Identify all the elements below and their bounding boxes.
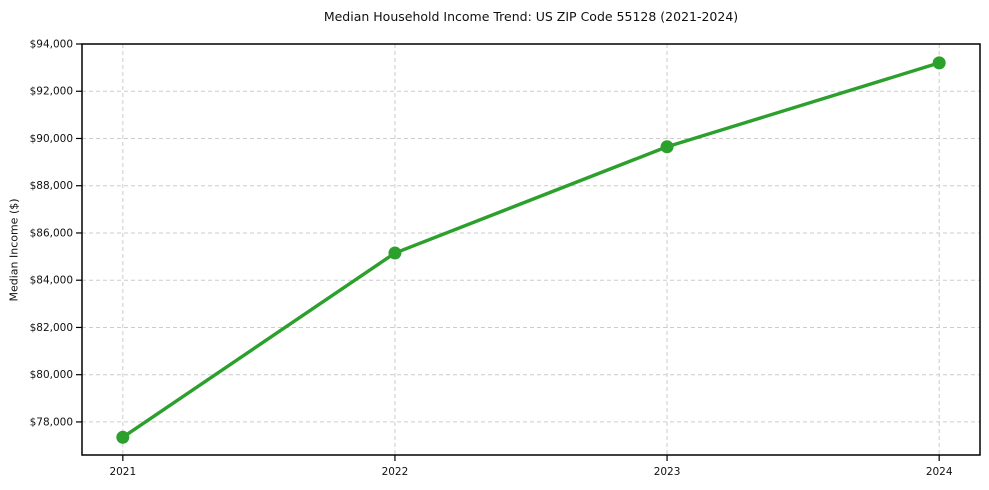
chart-title: Median Household Income Trend: US ZIP Co… (323, 9, 739, 24)
y-tick-label: $92,000 (30, 86, 73, 98)
x-tick-label: 2022 (382, 466, 409, 478)
data-point-2022 (388, 246, 402, 260)
x-tick-label: 2021 (109, 466, 136, 478)
data-point-2021 (116, 430, 130, 444)
trend-line (121, 61, 941, 439)
y-tick-label: $90,000 (30, 133, 73, 145)
y-tick-label: $78,000 (30, 416, 73, 428)
y-tick-label: $88,000 (30, 180, 73, 192)
x-tick-label: 2024 (926, 466, 953, 478)
plot-border (81, 43, 981, 456)
data-point-2023 (660, 140, 674, 154)
y-tick-label: $86,000 (30, 227, 73, 239)
data-point-2024 (932, 56, 946, 70)
x-tick-label: 2023 (654, 466, 681, 478)
y-tick-label: $84,000 (30, 275, 73, 287)
y-tick-label: $82,000 (30, 322, 73, 334)
y-tick-label: $94,000 (30, 39, 73, 51)
y-tick-label: $80,000 (30, 369, 73, 381)
